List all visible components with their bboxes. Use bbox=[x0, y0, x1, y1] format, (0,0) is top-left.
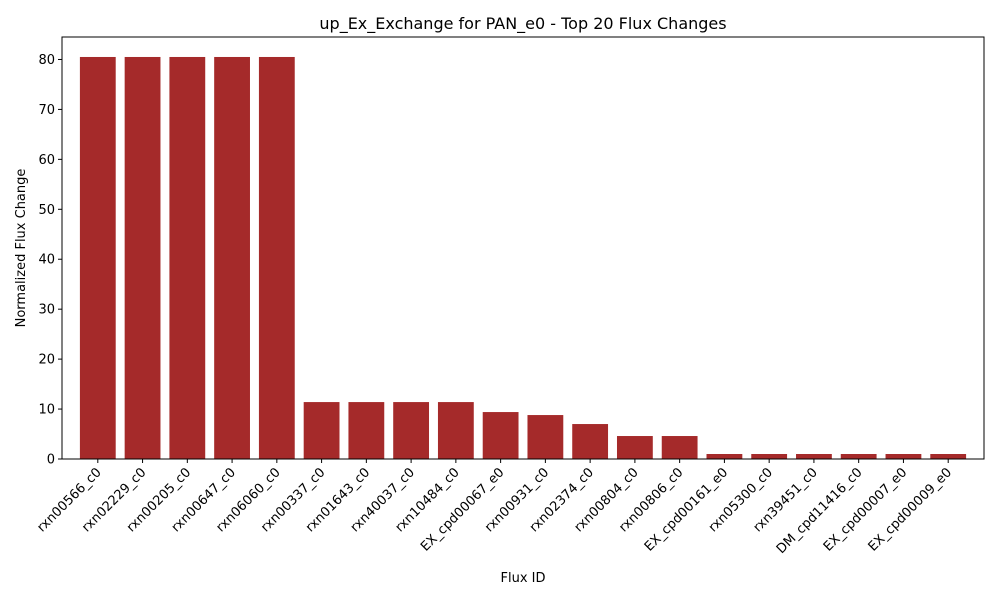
bar bbox=[706, 454, 743, 459]
y-tick-label: 60 bbox=[38, 153, 55, 168]
plot-area: 01020304050607080rxn00566_c0rxn02229_c0r… bbox=[34, 36, 985, 557]
bar bbox=[348, 402, 385, 459]
y-tick-label: 70 bbox=[38, 103, 55, 118]
x-tick-label: EX_cpd00067_e0 bbox=[418, 465, 507, 554]
y-tick-label: 20 bbox=[38, 353, 55, 368]
bar bbox=[482, 412, 519, 459]
bar bbox=[437, 402, 474, 459]
bar bbox=[616, 436, 653, 459]
x-tick-label: EX_cpd00009_e0 bbox=[866, 465, 955, 554]
bar bbox=[393, 402, 430, 459]
y-tick-label: 80 bbox=[38, 53, 55, 68]
bar bbox=[527, 415, 564, 459]
x-tick-label: DM_cpd11416_c0 bbox=[774, 465, 866, 557]
y-tick-label: 50 bbox=[38, 203, 55, 218]
bar bbox=[303, 402, 340, 459]
bar bbox=[885, 454, 922, 459]
bar bbox=[124, 56, 161, 460]
bar bbox=[572, 424, 609, 459]
x-tick-label: EX_cpd00161_e0 bbox=[642, 465, 731, 554]
bar bbox=[796, 454, 832, 459]
bar bbox=[751, 454, 788, 459]
y-tick-label: 10 bbox=[38, 403, 55, 418]
bar bbox=[930, 454, 967, 459]
bar bbox=[169, 56, 206, 460]
chart-title: up_Ex_Exchange for PAN_e0 - Top 20 Flux … bbox=[319, 14, 726, 34]
bar bbox=[79, 56, 116, 460]
x-tick-label: EX_cpd00007_e0 bbox=[821, 465, 910, 554]
y-axis-label: Normalized Flux Change bbox=[14, 169, 29, 328]
bar bbox=[661, 436, 698, 459]
bar bbox=[840, 454, 877, 459]
bar bbox=[214, 56, 250, 460]
y-tick-label: 30 bbox=[38, 303, 55, 318]
y-tick-label: 0 bbox=[47, 453, 55, 468]
bar bbox=[258, 56, 295, 460]
plot-frame bbox=[61, 36, 985, 460]
x-axis-label: Flux ID bbox=[501, 571, 546, 586]
y-tick-label: 40 bbox=[38, 253, 55, 268]
